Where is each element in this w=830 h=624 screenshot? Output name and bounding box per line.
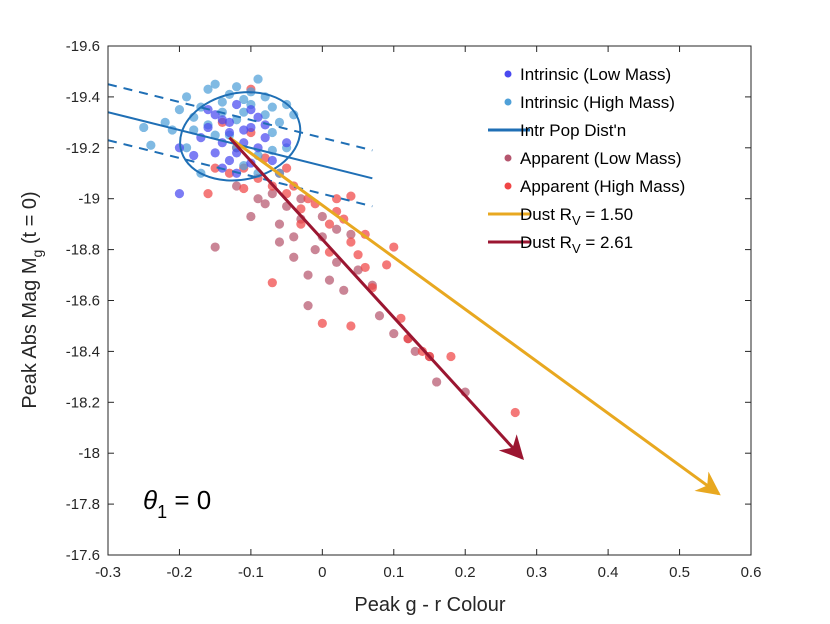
point-intrinsic-low-mass (232, 100, 241, 109)
point-apparent-high-mass (268, 278, 277, 287)
point-intrinsic-high-mass (218, 97, 227, 106)
legend-marker-dot (505, 155, 512, 162)
point-apparent-high-mass (511, 408, 520, 417)
point-apparent-high-mass (325, 220, 334, 229)
point-intrinsic-low-mass (203, 123, 212, 132)
y-axis-label-tail: (t = 0) (19, 191, 41, 249)
theta-sub: 1 (157, 502, 167, 522)
y-tick-label: -18.4 (66, 343, 100, 360)
point-apparent-high-mass (389, 242, 398, 251)
legend-marker-dot (505, 183, 512, 190)
point-apparent-low-mass (303, 301, 312, 310)
y-tick-label: -18.6 (66, 293, 100, 310)
y-tick-label: -19.4 (66, 89, 100, 106)
y-tick-label: -18 (78, 445, 100, 462)
point-apparent-low-mass (275, 220, 284, 229)
legend-label: Apparent (High Mass) (520, 177, 685, 196)
scatter-chart: -0.3 -0.2 -0.1 0 0.1 0.2 0.3 0.4 0.5 0.6 -19.6 -19.… (0, 0, 830, 624)
point-intrinsic-high-mass (175, 105, 184, 114)
point-apparent-high-mass (446, 352, 455, 361)
legend-label: Intrinsic (Low Mass) (520, 65, 671, 84)
theta-symbol: θ (143, 485, 157, 515)
y-tick-label: -17.8 (66, 496, 100, 513)
point-intrinsic-high-mass (146, 141, 155, 150)
point-intrinsic-low-mass (218, 115, 227, 124)
legend-label-main: Dust R (520, 233, 572, 252)
point-intrinsic-low-mass (261, 133, 270, 142)
point-apparent-low-mass (289, 232, 298, 241)
x-tick-label: 0.6 (741, 564, 762, 581)
point-intrinsic-low-mass (246, 105, 255, 114)
point-intrinsic-high-mass (182, 92, 191, 101)
theta-tail: = 0 (167, 485, 211, 515)
point-intrinsic-high-mass (253, 74, 262, 83)
point-apparent-high-mass (382, 260, 391, 269)
x-tick-label: 0.2 (455, 564, 476, 581)
point-apparent-low-mass (339, 286, 348, 295)
point-apparent-low-mass (375, 311, 384, 320)
legend-marker-dot (505, 71, 512, 78)
point-intrinsic-low-mass (282, 138, 291, 147)
legend-label-main: Dust R (520, 205, 572, 224)
point-intrinsic-high-mass (268, 102, 277, 111)
point-apparent-low-mass (275, 237, 284, 246)
x-tick-label: 0.5 (669, 564, 690, 581)
y-tick-label: -19.6 (66, 38, 100, 55)
x-tick-label: 0.3 (526, 564, 547, 581)
point-intrinsic-low-mass (268, 156, 277, 165)
point-apparent-low-mass (311, 245, 320, 254)
point-intrinsic-low-mass (211, 148, 220, 157)
point-apparent-high-mass (346, 321, 355, 330)
legend-label-sub: V (572, 241, 581, 256)
point-apparent-low-mass (303, 270, 312, 279)
x-tick-label: 0.4 (598, 564, 619, 581)
point-intrinsic-low-mass (225, 156, 234, 165)
point-apparent-high-mass (239, 184, 248, 193)
point-intrinsic-high-mass (139, 123, 148, 132)
point-apparent-low-mass (246, 212, 255, 221)
point-apparent-low-mass (389, 329, 398, 338)
point-apparent-high-mass (332, 194, 341, 203)
y-tick-label: -17.6 (66, 547, 100, 564)
x-tick-label: -0.2 (167, 564, 193, 581)
legend-label: Apparent (Low Mass) (520, 149, 682, 168)
point-intrinsic-low-mass (189, 151, 198, 160)
y-axis-label: Peak Abs Mag Mg (t = 0) (19, 191, 45, 408)
point-apparent-high-mass (318, 319, 327, 328)
y-tick-label: -19.2 (66, 140, 100, 157)
point-apparent-high-mass (203, 189, 212, 198)
point-apparent-high-mass (361, 263, 370, 272)
point-apparent-low-mass (325, 276, 334, 285)
x-tick-label: 0 (318, 564, 326, 581)
legend-label-tail: = 2.61 (581, 233, 633, 252)
legend-label-tail: = 1.50 (581, 205, 633, 224)
legend-label-sub: V (572, 213, 581, 228)
legend-label: Intrinsic (High Mass) (520, 93, 675, 112)
y-axis-label-sub: g (29, 250, 45, 258)
point-intrinsic-high-mass (275, 118, 284, 127)
point-intrinsic-low-mass (246, 123, 255, 132)
point-apparent-low-mass (432, 377, 441, 386)
x-tick-label: 0.1 (383, 564, 404, 581)
point-apparent-low-mass (318, 212, 327, 221)
point-intrinsic-high-mass (232, 82, 241, 91)
y-tick-label: -18.2 (66, 394, 100, 411)
y-tick-label: -18.8 (66, 242, 100, 259)
legend-marker-dot (505, 99, 512, 106)
point-intrinsic-high-mass (211, 80, 220, 89)
point-apparent-low-mass (253, 194, 262, 203)
x-axis-label: Peak g - r Colour (354, 594, 506, 616)
y-tick-label: -19 (78, 191, 100, 208)
point-intrinsic-low-mass (225, 128, 234, 137)
point-intrinsic-low-mass (175, 189, 184, 198)
point-apparent-low-mass (289, 253, 298, 262)
x-tick-label: -0.3 (95, 564, 121, 581)
point-apparent-low-mass (211, 242, 220, 251)
point-apparent-high-mass (353, 250, 362, 259)
point-apparent-high-mass (346, 237, 355, 246)
legend-label: Intr Pop Dist'n (520, 121, 626, 140)
x-tick-label: -0.1 (238, 564, 264, 581)
y-axis-label-main: Peak Abs Mag M (19, 257, 41, 408)
